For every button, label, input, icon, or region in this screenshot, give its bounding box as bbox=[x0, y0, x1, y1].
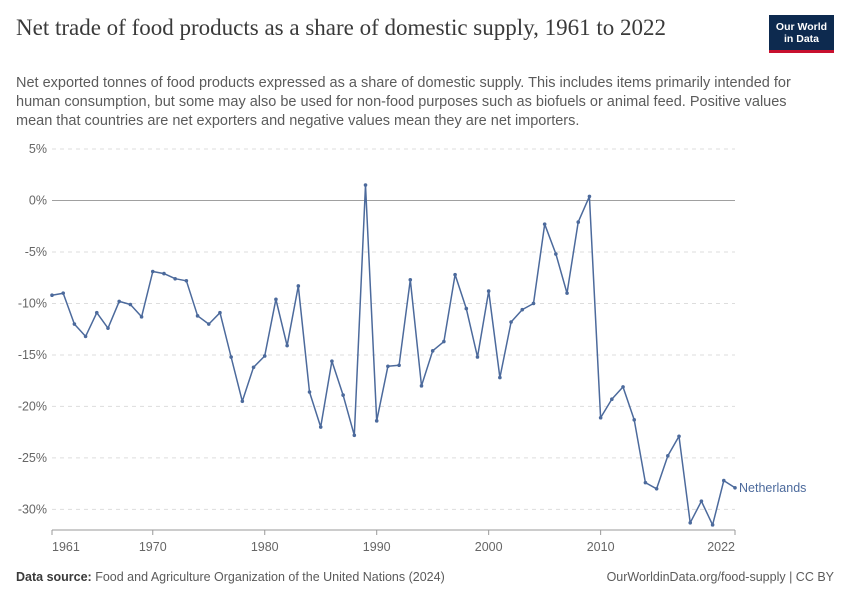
logo-line-1: Our World bbox=[775, 20, 828, 33]
data-point[interactable] bbox=[654, 487, 659, 491]
data-source-text: Food and Agriculture Organization of the… bbox=[95, 570, 445, 584]
owid-logo[interactable]: Our World in Data bbox=[769, 15, 834, 53]
data-point[interactable] bbox=[251, 365, 256, 370]
data-point[interactable] bbox=[643, 480, 648, 485]
data-point[interactable] bbox=[598, 415, 603, 420]
data-point[interactable] bbox=[330, 359, 334, 363]
x-tick-label: 1961 bbox=[52, 540, 80, 554]
data-point[interactable] bbox=[542, 222, 547, 226]
data-point[interactable] bbox=[341, 393, 345, 397]
data-point[interactable] bbox=[509, 320, 513, 324]
data-point[interactable] bbox=[677, 434, 681, 439]
data-point[interactable] bbox=[520, 307, 525, 312]
data-point[interactable] bbox=[61, 291, 65, 295]
data-point[interactable] bbox=[307, 390, 312, 394]
data-point[interactable] bbox=[83, 334, 88, 339]
data-point[interactable] bbox=[666, 454, 670, 458]
logo-line-2: in Data bbox=[783, 32, 819, 45]
data-point[interactable] bbox=[475, 355, 480, 359]
y-tick-label: -25% bbox=[18, 451, 47, 465]
x-tick-label: 1980 bbox=[251, 540, 279, 554]
data-point[interactable] bbox=[453, 272, 457, 277]
data-point[interactable] bbox=[262, 354, 267, 358]
data-point[interactable] bbox=[229, 355, 233, 359]
data-point[interactable] bbox=[565, 291, 569, 295]
y-tick-label: -30% bbox=[18, 502, 47, 516]
data-point[interactable] bbox=[408, 277, 413, 282]
data-point[interactable] bbox=[363, 183, 368, 187]
data-point[interactable] bbox=[688, 520, 693, 525]
data-point[interactable] bbox=[139, 315, 144, 319]
data-point[interactable] bbox=[218, 310, 222, 315]
y-tick-label: 5% bbox=[29, 142, 47, 156]
data-point[interactable] bbox=[50, 293, 54, 298]
x-tick-label: 1970 bbox=[139, 540, 167, 554]
data-point[interactable] bbox=[296, 284, 301, 288]
data-point[interactable] bbox=[498, 375, 502, 380]
data-point[interactable] bbox=[386, 364, 390, 369]
data-source: Data source: Food and Agriculture Organi… bbox=[16, 570, 445, 584]
x-tick-label: 2000 bbox=[475, 540, 503, 554]
data-point[interactable] bbox=[106, 326, 110, 330]
data-point[interactable] bbox=[576, 220, 581, 224]
data-point[interactable] bbox=[94, 310, 99, 315]
data-point[interactable] bbox=[722, 478, 726, 483]
axis-layer: 5% 0% -5% -10% -15% -20% -25% -30% 1961 1970 1980 1… bbox=[18, 142, 736, 554]
x-tick-label: 2010 bbox=[587, 540, 615, 554]
data-point[interactable] bbox=[117, 299, 121, 304]
data-point[interactable] bbox=[587, 194, 592, 199]
data-point[interactable] bbox=[162, 271, 166, 276]
y-tick-label: 0% bbox=[29, 193, 47, 207]
data-point[interactable] bbox=[128, 302, 133, 307]
x-tick-label: 1990 bbox=[363, 540, 391, 554]
line-chart: 5% 0% -5% -10% -15% -20% -25% -30% 1961 1970 1980 1… bbox=[18, 142, 807, 554]
data-point[interactable] bbox=[430, 349, 435, 353]
series-label-netherlands[interactable]: Netherlands bbox=[739, 481, 806, 495]
data-point[interactable] bbox=[442, 339, 446, 344]
y-tick-label: -10% bbox=[18, 296, 47, 310]
data-point[interactable] bbox=[72, 322, 77, 326]
series-layer: Netherlands bbox=[50, 183, 806, 527]
data-point[interactable] bbox=[397, 363, 401, 368]
source-url[interactable]: OurWorldinData.org/food-supply | CC BY bbox=[606, 570, 834, 584]
chart-subtitle: Net exported tonnes of food products exp… bbox=[16, 75, 791, 129]
x-tick-label: 2022 bbox=[707, 540, 735, 554]
data-point[interactable] bbox=[173, 276, 177, 281]
data-point[interactable] bbox=[206, 322, 211, 326]
data-point[interactable] bbox=[632, 418, 637, 422]
y-tick-label: -20% bbox=[18, 399, 47, 413]
data-point[interactable] bbox=[419, 384, 424, 388]
chart-title: Net trade of food products as a share of… bbox=[16, 15, 667, 40]
data-point[interactable] bbox=[699, 499, 704, 503]
y-tick-label: -5% bbox=[25, 245, 47, 259]
series-line-netherlands[interactable] bbox=[51, 184, 736, 526]
data-point[interactable] bbox=[554, 252, 558, 256]
data-point[interactable] bbox=[352, 433, 357, 438]
data-point[interactable] bbox=[274, 297, 278, 302]
y-tick-label: -15% bbox=[18, 348, 47, 362]
data-point[interactable] bbox=[464, 306, 469, 311]
data-point[interactable] bbox=[184, 279, 189, 283]
data-point[interactable] bbox=[240, 399, 245, 404]
data-point[interactable] bbox=[150, 269, 155, 274]
data-source-label: Data source: bbox=[16, 570, 92, 584]
data-point[interactable] bbox=[285, 343, 289, 348]
data-point[interactable] bbox=[733, 485, 737, 490]
data-point[interactable] bbox=[710, 523, 715, 527]
data-point[interactable] bbox=[531, 301, 536, 306]
data-point[interactable] bbox=[486, 289, 491, 293]
data-point[interactable] bbox=[318, 425, 323, 429]
data-point[interactable] bbox=[374, 419, 379, 423]
data-point[interactable] bbox=[610, 397, 614, 402]
data-point[interactable] bbox=[621, 385, 625, 389]
data-point[interactable] bbox=[195, 314, 200, 318]
grid-layer bbox=[52, 148, 735, 510]
